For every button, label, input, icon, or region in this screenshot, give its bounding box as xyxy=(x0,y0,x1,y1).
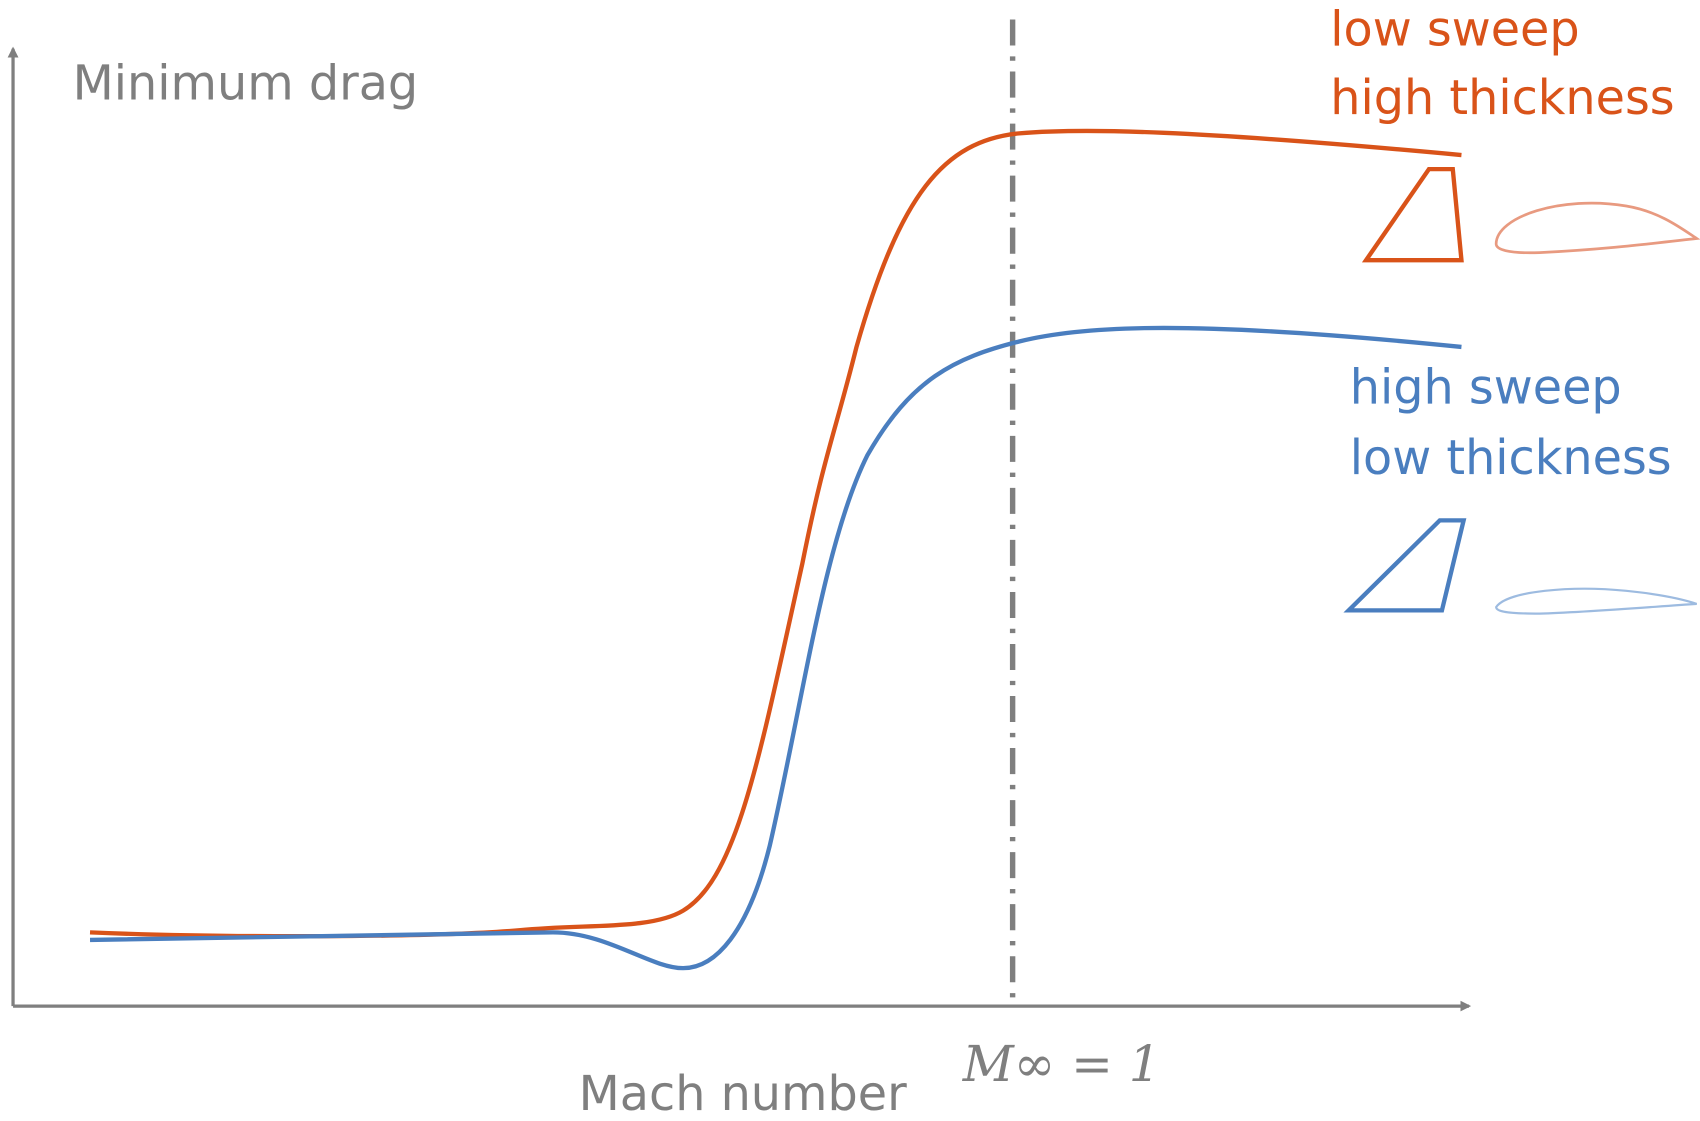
high-sweep-curve xyxy=(90,328,1461,968)
curve-label: high sweep xyxy=(1350,360,1622,415)
diagram: Minimum drag Mach number M∞ = 1 low swee… xyxy=(0,0,1700,1121)
curve-label: low thickness xyxy=(1350,431,1672,486)
mach-one-label: M∞ = 1 xyxy=(962,1035,1161,1093)
thick-airfoil xyxy=(1496,203,1697,253)
y-axis-label: Minimum drag xyxy=(73,57,419,112)
thin-airfoil xyxy=(1496,589,1697,614)
page: {"axes": {"y_label": "Minimum drag", "x_… xyxy=(0,0,1700,1121)
low-sweep-wing xyxy=(1366,169,1461,260)
curve-label: high thickness xyxy=(1330,71,1674,126)
high-sweep-wing xyxy=(1349,520,1464,610)
curve-label: low sweep xyxy=(1330,3,1579,58)
x-axis-label: Mach number xyxy=(579,1067,907,1121)
